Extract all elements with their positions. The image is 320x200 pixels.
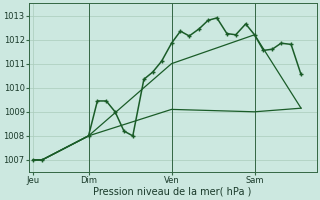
X-axis label: Pression niveau de la mer( hPa ): Pression niveau de la mer( hPa ): [93, 187, 252, 197]
